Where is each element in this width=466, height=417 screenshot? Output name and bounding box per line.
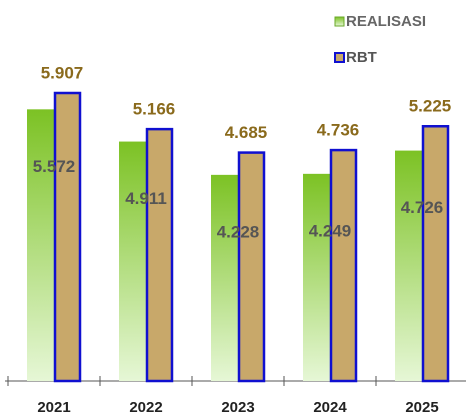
data-label: 4.685 <box>225 123 268 142</box>
legend-swatch <box>334 16 345 27</box>
bar <box>145 127 174 383</box>
data-label: 5.907 <box>41 63 84 82</box>
legend-label: REALISASI <box>346 13 426 30</box>
data-label: 4.249 <box>309 221 352 240</box>
data-label: 5.166 <box>133 100 176 119</box>
bar <box>329 148 358 383</box>
legend-swatch <box>334 52 345 63</box>
data-label: 4.736 <box>317 121 360 140</box>
bar <box>27 109 54 381</box>
data-label: 4.726 <box>401 198 444 217</box>
bar <box>119 141 146 381</box>
legend-label: RBT <box>346 49 377 66</box>
bar <box>53 91 82 383</box>
x-tick-label: 2021 <box>37 399 70 416</box>
data-label: 4.911 <box>125 189 167 208</box>
x-tick-label: 2023 <box>221 399 254 416</box>
bar <box>395 150 422 381</box>
x-tick-label: 2025 <box>405 399 438 416</box>
x-tick-label: 2024 <box>313 399 347 416</box>
data-label: 5.572 <box>33 157 76 176</box>
data-label: 4.228 <box>217 222 260 241</box>
bar <box>237 151 266 383</box>
data-label: 5.225 <box>409 97 452 116</box>
bar <box>421 125 450 383</box>
x-tick-label: 2022 <box>129 399 162 416</box>
bar <box>211 174 238 381</box>
bar <box>303 173 330 381</box>
